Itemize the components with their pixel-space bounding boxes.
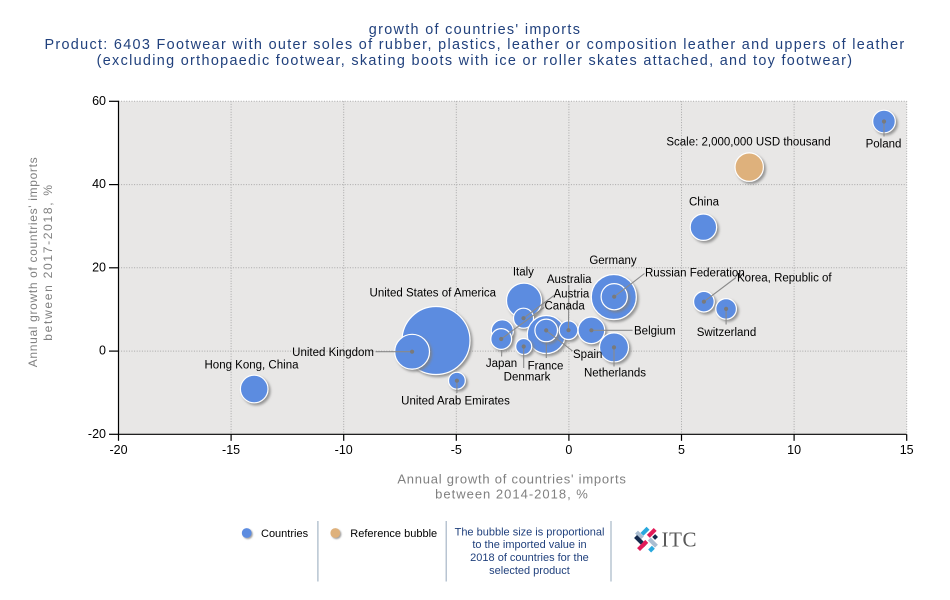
svg-text:between 2014-2018, %: between 2014-2018, % <box>435 487 589 502</box>
svg-text:-20: -20 <box>109 443 127 457</box>
svg-text:Australia: Australia <box>547 274 592 286</box>
svg-text:0: 0 <box>565 443 572 457</box>
svg-text:-5: -5 <box>451 443 462 457</box>
svg-text:-10: -10 <box>335 443 353 457</box>
svg-text:United States of America: United States of America <box>370 288 497 300</box>
svg-text:Spain: Spain <box>573 349 602 361</box>
svg-text:Japan: Japan <box>486 358 517 370</box>
svg-text:Austria: Austria <box>554 289 590 301</box>
svg-text:The bubble size is proportiona: The bubble size is proportional <box>455 526 605 538</box>
svg-text:Annual growth of countries' im: Annual growth of countries' imports <box>397 472 626 487</box>
svg-text:selected product: selected product <box>489 565 570 577</box>
svg-text:United Arab Emirates: United Arab Emirates <box>401 396 510 408</box>
svg-text:Annual growth of countries' im: Annual growth of countries' imports <box>26 157 40 368</box>
svg-text:10: 10 <box>787 443 801 457</box>
svg-text:Hong Kong, China: Hong Kong, China <box>205 360 300 372</box>
svg-text:Denmark: Denmark <box>504 372 551 384</box>
svg-text:40: 40 <box>92 177 106 191</box>
svg-text:ITC: ITC <box>662 528 698 552</box>
svg-text:Korea, Republic of: Korea, Republic of <box>737 273 832 285</box>
svg-text:Reference bubble: Reference bubble <box>350 528 437 540</box>
svg-text:5: 5 <box>678 443 685 457</box>
svg-text:Germany: Germany <box>589 255 637 267</box>
svg-text:Italy: Italy <box>513 267 534 279</box>
svg-text:United Kingdom: United Kingdom <box>292 347 374 359</box>
svg-text:-20: -20 <box>88 427 106 441</box>
svg-text:Scale: 2,000,000 USD thousand: Scale: 2,000,000 USD thousand <box>666 137 830 149</box>
svg-text:0: 0 <box>99 344 106 358</box>
svg-text:Russian Federation: Russian Federation <box>645 268 745 280</box>
svg-text:Canada: Canada <box>545 301 586 313</box>
svg-text:-15: -15 <box>222 443 240 457</box>
svg-text:between 2017-2018, %: between 2017-2018, % <box>41 183 55 340</box>
svg-text:Belgium: Belgium <box>634 326 676 338</box>
svg-text:France: France <box>528 361 564 373</box>
svg-text:Netherlands: Netherlands <box>584 368 646 380</box>
svg-text:60: 60 <box>92 94 106 108</box>
svg-text:20: 20 <box>92 260 106 274</box>
svg-text:Countries: Countries <box>261 528 309 540</box>
svg-text:Poland: Poland <box>866 139 902 151</box>
svg-text:2018 of countries for the: 2018 of countries for the <box>470 552 589 564</box>
svg-text:to the imported value in: to the imported value in <box>472 539 586 551</box>
svg-text:15: 15 <box>900 443 914 457</box>
svg-text:Switzerland: Switzerland <box>697 327 756 339</box>
svg-text:China: China <box>689 197 720 209</box>
